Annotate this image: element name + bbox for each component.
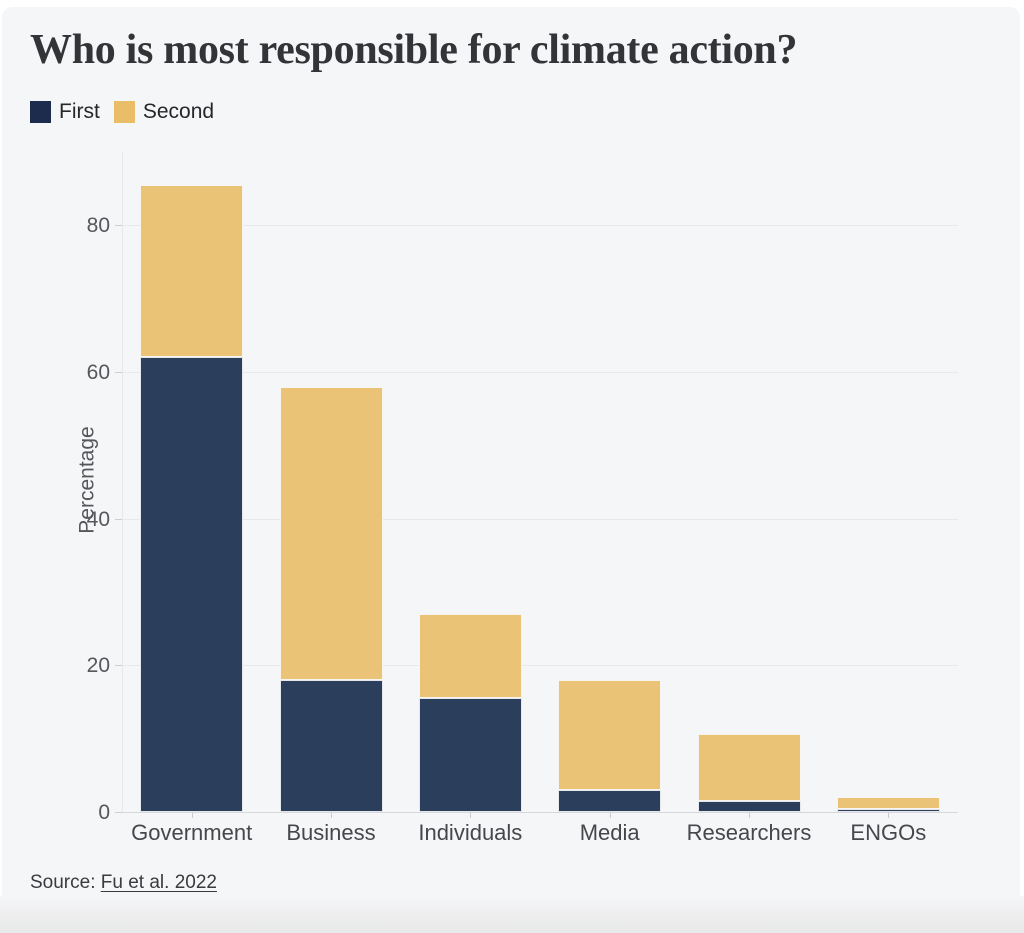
bar-segment-first-researchers xyxy=(697,801,801,812)
bar-segment-second-government xyxy=(140,185,244,358)
y-tick-60 xyxy=(115,372,122,373)
bar-individuals xyxy=(418,614,522,812)
x-axis-label-business: Business xyxy=(286,820,376,845)
source-line: Source: Fu et al. 2022 xyxy=(30,872,217,894)
x-tick-government xyxy=(191,812,193,818)
legend-label-first: First xyxy=(59,100,100,123)
bar-business xyxy=(279,386,383,812)
gridline-80 xyxy=(122,225,958,227)
bar-engos xyxy=(836,797,940,812)
source-prefix: Source: xyxy=(30,872,101,893)
bar-government xyxy=(140,185,244,812)
y-axis-line xyxy=(122,152,123,812)
x-tick-media xyxy=(609,812,611,818)
bar-segment-first-engos xyxy=(836,809,940,812)
y-tick-20 xyxy=(115,665,122,667)
gridline-20 xyxy=(122,665,958,667)
bar-segment-second-media xyxy=(558,680,662,790)
bar-segment-second-business xyxy=(279,386,383,680)
gridline-40 xyxy=(122,518,958,520)
x-axis-label-media: Media xyxy=(579,820,640,845)
bar-segment-first-government xyxy=(140,357,244,812)
y-tick-80 xyxy=(115,225,122,227)
source-link[interactable]: Fu et al. 2022 xyxy=(100,872,217,893)
bar-segment-first-media xyxy=(558,790,662,812)
y-tick-label-80: 80 xyxy=(86,214,110,238)
plot-area: 0 20 40 60 80 Government Business Individuals Me… xyxy=(87,152,958,845)
bar-segment-second-researchers xyxy=(697,733,801,801)
y-tick-label-0: 0 xyxy=(98,801,110,824)
x-tick-business xyxy=(331,812,332,818)
bar-segment-first-individuals xyxy=(418,698,522,812)
bar-segment-second-individuals xyxy=(418,614,522,699)
bar-segment-second-engos xyxy=(836,797,940,810)
x-axis-baseline xyxy=(122,812,958,813)
x-tick-researchers xyxy=(749,812,750,818)
bar-researchers xyxy=(697,733,801,812)
bar-media xyxy=(558,680,662,812)
y-tick-40 xyxy=(115,518,122,520)
gridline-60 xyxy=(122,372,958,373)
legend-item-first: First xyxy=(30,100,100,124)
card-bottom-shadow xyxy=(0,896,1024,933)
x-axis-label-researchers: Researchers xyxy=(686,820,812,845)
legend: First Second xyxy=(30,100,214,124)
bar-segment-first-business xyxy=(279,680,383,812)
legend-swatch-second xyxy=(113,101,135,123)
y-tick-label-20: 20 xyxy=(86,654,110,678)
x-tick-individuals xyxy=(470,812,472,818)
y-tick-label-40: 40 xyxy=(86,507,110,531)
x-axis-label-engos: ENGOs xyxy=(850,820,927,845)
legend-swatch-first xyxy=(30,101,51,123)
y-tick-label-60: 60 xyxy=(86,361,110,384)
legend-item-second: Second xyxy=(113,100,215,124)
x-axis-label-individuals: Individuals xyxy=(418,820,523,845)
x-tick-engos xyxy=(888,812,890,818)
x-axis-label-government: Government xyxy=(131,820,253,845)
y-tick-0 xyxy=(115,812,122,813)
chart-title: Who is most responsible for climate acti… xyxy=(30,27,798,73)
legend-label-second: Second xyxy=(142,100,215,123)
